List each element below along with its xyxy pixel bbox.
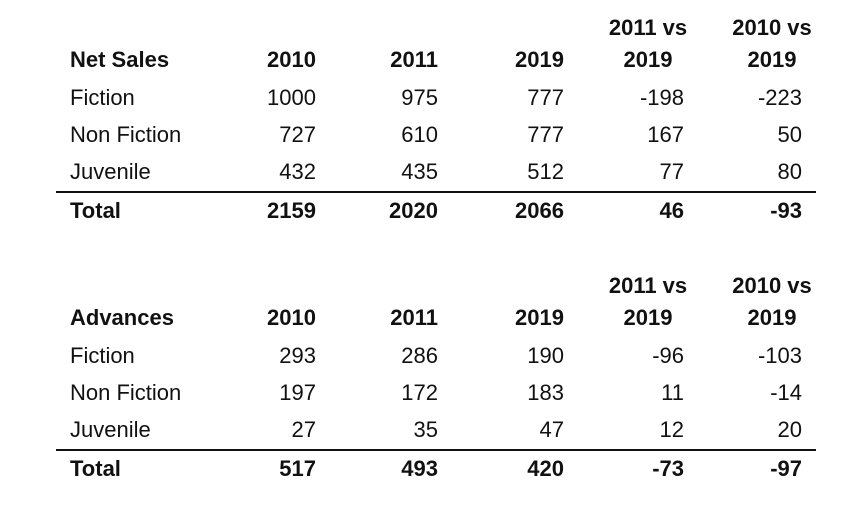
total-row: Total 517 493 420 -73 -97 <box>56 449 816 488</box>
row-label: Fiction <box>70 85 135 110</box>
table-title: Advances <box>70 305 174 330</box>
cell-2011-vs-2019: 167 <box>647 122 684 147</box>
table-row: Non Fiction 727 610 777 167 50 <box>56 117 816 154</box>
cell-2011-vs-2019: 11 <box>661 380 684 405</box>
row-label: Fiction <box>70 343 135 368</box>
cell-2019: 47 <box>539 417 564 442</box>
cell-2010-vs-2019: -14 <box>770 380 802 405</box>
column-header-2011-vs-top: 2011 vs <box>608 273 688 298</box>
cell-2011-vs-2019: -198 <box>639 85 684 110</box>
row-label: Non Fiction <box>70 380 182 405</box>
cell-2011-vs-2019: 77 <box>659 159 684 184</box>
cell-2019: 512 <box>527 159 564 184</box>
cell-2010-vs-2019: -103 <box>757 343 802 368</box>
cell-2011-vs-2019: 12 <box>659 417 684 442</box>
cell-2019: 183 <box>527 380 564 405</box>
total-row: Total 2159 2020 2066 46 -93 <box>56 191 816 230</box>
cell-2019: 777 <box>527 122 564 147</box>
column-header-2011-vs-bottom: 2019 <box>623 47 673 72</box>
cell-2010: 1000 <box>267 85 316 110</box>
cell-2010: 27 <box>291 417 316 442</box>
column-header-2010-vs-top: 2010 vs <box>732 15 812 40</box>
column-header-2019: 2019 <box>515 47 564 72</box>
cell-2011: 35 <box>413 417 438 442</box>
cell-2010: 2159 <box>267 198 316 223</box>
cell-2011-vs-2019: -73 <box>652 456 684 481</box>
cell-2011: 172 <box>401 380 438 405</box>
cell-2010-vs-2019: 80 <box>777 159 802 184</box>
table-title: Net Sales <box>70 47 170 72</box>
table-row: Juvenile 27 35 47 12 20 <box>56 412 816 449</box>
cell-2010-vs-2019: 20 <box>777 417 802 442</box>
cell-2010-vs-2019: 50 <box>777 122 802 147</box>
row-label: Total <box>70 456 121 481</box>
column-header-2010: 2010 <box>267 305 316 330</box>
table-header: Advances 2010 2011 2019 2011 vs 2019 201… <box>56 268 816 338</box>
cell-2011: 975 <box>401 85 438 110</box>
column-header-2011: 2011 <box>390 47 438 72</box>
cell-2010: 293 <box>279 343 316 368</box>
table-row: Juvenile 432 435 512 77 80 <box>56 154 816 191</box>
row-label: Juvenile <box>70 159 151 184</box>
table-row: Non Fiction 197 172 183 11 -14 <box>56 375 816 412</box>
column-header-2019: 2019 <box>515 305 564 330</box>
row-label: Non Fiction <box>70 122 182 147</box>
column-header-2010-vs-top: 2010 vs <box>732 273 812 298</box>
column-header-2010: 2010 <box>267 47 316 72</box>
column-header-2010-vs-bottom: 2019 <box>747 305 797 330</box>
row-label: Total <box>70 198 121 223</box>
column-header-2011-vs-top: 2011 vs <box>608 15 688 40</box>
cell-2011: 435 <box>401 159 438 184</box>
table-row: Fiction 1000 975 777 -198 -223 <box>56 80 816 117</box>
table-row: Fiction 293 286 190 -96 -103 <box>56 338 816 375</box>
cell-2010-vs-2019: -223 <box>757 85 802 110</box>
cell-2011: 610 <box>401 122 438 147</box>
table-header: Net Sales 2010 2011 2019 2011 vs 2019 20… <box>56 10 816 80</box>
cell-2010-vs-2019: -93 <box>770 198 802 223</box>
net-sales-table: Net Sales 2010 2011 2019 2011 vs 2019 20… <box>56 10 816 230</box>
cell-2011-vs-2019: 46 <box>659 198 684 223</box>
cell-2010: 197 <box>279 380 316 405</box>
row-label: Juvenile <box>70 417 151 442</box>
cell-2011-vs-2019: -96 <box>652 343 684 368</box>
cell-2010: 517 <box>279 456 316 481</box>
advances-table: Advances 2010 2011 2019 2011 vs 2019 201… <box>56 268 816 488</box>
cell-2010: 727 <box>279 122 316 147</box>
cell-2019: 777 <box>527 85 564 110</box>
cell-2010: 432 <box>279 159 316 184</box>
cell-2011: 2020 <box>389 198 438 223</box>
cell-2011: 493 <box>401 456 438 481</box>
column-header-2011: 2011 <box>390 305 438 330</box>
cell-2019: 190 <box>527 343 564 368</box>
column-header-2011-vs-bottom: 2019 <box>623 305 673 330</box>
cell-2019: 420 <box>527 456 564 481</box>
column-header-2010-vs-bottom: 2019 <box>747 47 797 72</box>
cell-2010-vs-2019: -97 <box>770 456 802 481</box>
cell-2011: 286 <box>401 343 438 368</box>
cell-2019: 2066 <box>515 198 564 223</box>
